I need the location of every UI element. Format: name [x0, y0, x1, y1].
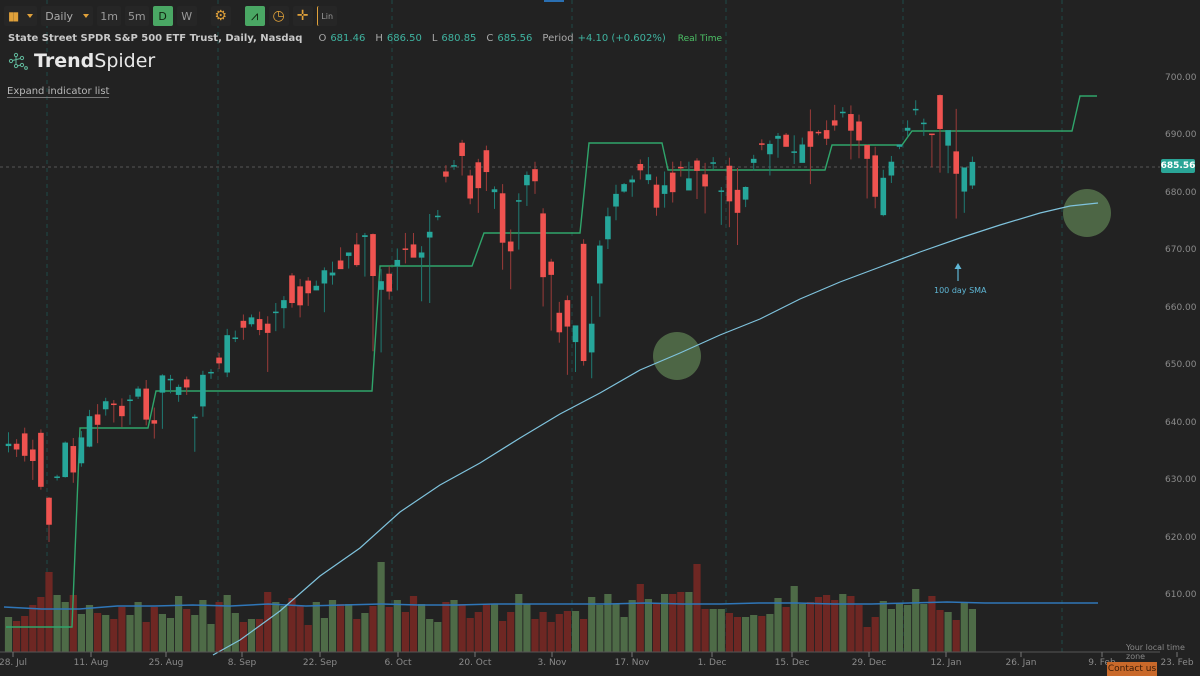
- price-axis-label: 680.00: [1165, 187, 1197, 198]
- date-axis-label: 29. Dec: [851, 658, 887, 668]
- high-value: 686.50: [386, 33, 422, 44]
- date-axis-label: 3. Nov: [537, 658, 567, 668]
- price-axis-label: 620.00: [1165, 532, 1197, 543]
- date-axis-label: 26. Jan: [1005, 658, 1037, 668]
- chevron-down-icon: [83, 14, 90, 18]
- interval-dropdown[interactable]: Daily: [41, 6, 94, 26]
- timeframe-5m[interactable]: 5m: [124, 6, 149, 26]
- interval-label: Daily: [45, 9, 74, 23]
- linear-scale-button[interactable]: Lin: [316, 6, 337, 26]
- timeframe-w[interactable]: W: [176, 6, 197, 26]
- crosshair-button[interactable]: ✛: [292, 6, 313, 26]
- price-axis-label: 660.00: [1165, 302, 1197, 313]
- date-axis-label: 23. Feb: [1160, 658, 1194, 668]
- linear-scale-label: Lin: [321, 11, 334, 21]
- trailing-stop-step-line: [6, 95, 1097, 628]
- close-label: C: [486, 33, 494, 44]
- date-axis-label: 9. Feb: [1088, 658, 1116, 668]
- logo-bold: Trend: [34, 50, 95, 72]
- spider-logo-icon: [8, 52, 28, 70]
- close-value: 685.56: [497, 33, 533, 44]
- time-zone-note: Your local time zone: [1126, 643, 1185, 661]
- date-axis-label: 28. Jul: [0, 658, 28, 668]
- date-axis-label: 8. Sep: [227, 658, 257, 668]
- price-axis-label: 650.00: [1165, 360, 1197, 371]
- contact-us-button[interactable]: Contact us: [1107, 662, 1157, 676]
- last-price-tag: 685.56: [1160, 159, 1196, 173]
- date-axis-label: 6. Oct: [384, 658, 412, 668]
- period-change: +4.10 (+0.602%): [577, 33, 666, 44]
- volume-moving-average-line: [3, 601, 1098, 610]
- realtime-badge: Real Time: [677, 34, 723, 44]
- x-axis-ticks: [12, 652, 1178, 657]
- price-axis-label: 610.00: [1165, 589, 1197, 600]
- symbol-title: State Street SPDR S&P 500 ETF Trust, Dai…: [8, 33, 303, 44]
- highlight-circles: [653, 189, 1111, 380]
- candlestick-icon: ▮▮: [8, 9, 19, 23]
- timeframe-d[interactable]: D: [152, 6, 173, 26]
- low-value: 680.85: [441, 33, 477, 44]
- date-axis-label: 17. Nov: [614, 658, 650, 668]
- period-label: Period: [542, 33, 574, 44]
- symbol-info-bar: State Street SPDR S&P 500 ETF Trust, Dai…: [8, 33, 722, 44]
- candlesticks: [5, 94, 976, 542]
- settings-button[interactable]: ⚙: [210, 6, 231, 26]
- high-label: H: [375, 33, 383, 44]
- price-axis-label: 630.00: [1165, 475, 1197, 486]
- sma-100-line: [212, 202, 1099, 656]
- price-axis-label: 670.00: [1165, 245, 1197, 256]
- settings-icon: ⚙: [214, 8, 227, 24]
- chart-toolbar: ▮▮ Daily 1m 5m D W ⚙ ⩘ ◷ ✛ Lin: [4, 6, 337, 26]
- date-axis-label: 15. Dec: [774, 658, 810, 668]
- clock-icon: ◷: [272, 8, 285, 24]
- date-axis-label: 22. Sep: [302, 658, 338, 668]
- chevron-down-icon: [27, 14, 34, 18]
- price-axis-label: 690.00: [1165, 130, 1197, 141]
- price-axis-label: 700.00: [1165, 73, 1197, 83]
- trendspider-logo: TrendSpider: [8, 50, 155, 72]
- date-axis-label: 12. Jan: [930, 658, 962, 668]
- crosshair-icon: ✛: [296, 8, 309, 24]
- month-gridlines: [46, 0, 1063, 652]
- open-label: O: [318, 33, 327, 44]
- auto-trendlines-button[interactable]: ⩘: [244, 6, 265, 26]
- open-value: 681.46: [330, 33, 366, 44]
- chart-type-dropdown[interactable]: ▮▮: [4, 6, 38, 26]
- logo-light: Spider: [94, 50, 156, 72]
- date-axis-label: 20. Oct: [458, 658, 492, 668]
- date-axis-label: 25. Aug: [148, 658, 184, 668]
- volume-bars: [4, 562, 976, 652]
- window-tab-indicator: [544, 0, 564, 2]
- low-label: L: [431, 33, 438, 44]
- price-axis-label: 640.00: [1165, 417, 1197, 428]
- sma-annotation-arrow: [954, 263, 962, 281]
- clock-button[interactable]: ◷: [268, 6, 289, 26]
- sma-annotation-label: 100 day SMA: [934, 286, 987, 295]
- expand-indicator-list-link[interactable]: Expand indicator list: [7, 86, 110, 98]
- auto-trendlines-icon: ⩘: [250, 8, 259, 24]
- timeframe-1m[interactable]: 1m: [97, 6, 121, 26]
- date-axis-label: 1. Dec: [697, 658, 727, 668]
- date-axis-label: 11. Aug: [73, 658, 109, 668]
